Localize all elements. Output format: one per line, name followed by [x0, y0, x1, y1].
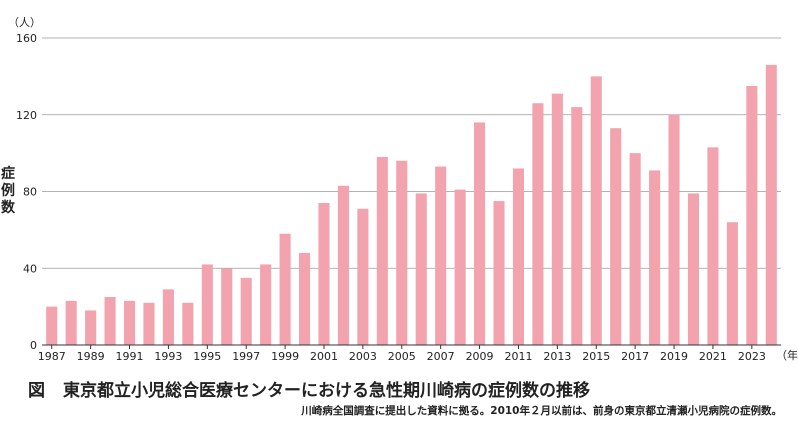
bar-1989 [85, 310, 97, 345]
bar-2004 [376, 156, 388, 345]
y-tick-label: 120 [16, 109, 37, 122]
x-tick-labels: 1987 1989 1991 1993 1995 1997 1999 2001 2003 2005… [38, 345, 766, 363]
bar-2012 [532, 103, 544, 345]
bar-2016 [610, 128, 622, 345]
bar-2020 [687, 193, 700, 345]
y-axis-title: 症例数 [1, 165, 16, 216]
bar-1995 [201, 264, 213, 345]
x-tick-label: 1995 [193, 350, 221, 363]
y-axis-title-char: 数 [1, 199, 16, 216]
y-tick-label: 80 [23, 186, 37, 199]
y-tick-label: 40 [23, 262, 37, 275]
x-tick-label: 2001 [310, 350, 338, 363]
source-note: 川崎病全国調査に提出した資料に拠る。2010年２月以前は、前身の東京都立清瀬小児… [301, 405, 782, 417]
x-tick-label: 1999 [271, 350, 299, 363]
bar-2006 [415, 193, 427, 345]
x-tick-label: 2017 [621, 350, 649, 363]
bar-2003 [357, 208, 369, 345]
x-tick-label: 2021 [699, 350, 727, 363]
x-tick-label: 2011 [504, 350, 532, 363]
bar-2021 [707, 147, 719, 345]
y-tick-label: 0 [30, 339, 37, 352]
x-unit-label: （年） [776, 348, 798, 362]
bar-2002 [337, 185, 349, 345]
bar-2023 [746, 85, 758, 345]
bar-2009 [474, 122, 486, 345]
bar-2007 [435, 166, 447, 345]
bar-2001 [318, 203, 330, 345]
y-axis-title-char: 症 [1, 165, 15, 182]
x-tick-label: 1991 [116, 350, 144, 363]
bar-1993 [162, 289, 174, 345]
bar-2014 [571, 107, 583, 345]
bar-1997 [240, 277, 252, 345]
bar-2008 [454, 189, 466, 345]
bar-2018 [649, 170, 661, 345]
bar-2000 [298, 252, 311, 345]
bar-1994 [182, 302, 194, 345]
bar-1998 [260, 264, 272, 345]
x-tick-label: 2005 [388, 350, 416, 363]
bars [46, 64, 777, 346]
bar-1991 [123, 300, 136, 345]
bar-2013 [551, 93, 563, 345]
figure-caption: 図東京都立小児総合医療センターにおける急性期川崎病の症例数の推移 [28, 376, 590, 401]
x-tick-label: 1993 [154, 350, 182, 363]
x-tick-label: 1997 [232, 350, 260, 363]
bar-1987 [46, 306, 58, 345]
x-tick-label: 2007 [427, 350, 455, 363]
x-tick-label: 1989 [77, 350, 105, 363]
bar-2015 [590, 76, 602, 345]
bar-2011 [512, 168, 525, 345]
figure-label: 図 [28, 381, 45, 401]
y-tick-labels: 0 40 80 120 160 [16, 32, 37, 352]
bar-1992 [143, 302, 155, 345]
x-tick-label: 2003 [349, 350, 377, 363]
bar-2019 [668, 114, 680, 345]
bar-2010 [493, 201, 505, 345]
y-unit-label: （人） [8, 16, 41, 29]
x-tick-label: 2019 [660, 350, 688, 363]
bar-1999 [279, 233, 291, 345]
x-tick-label: 2009 [466, 350, 494, 363]
x-tick-label: 1987 [38, 350, 66, 363]
bar-2024 [765, 64, 777, 346]
y-axis-title-char: 例 [1, 182, 15, 199]
y-tick-label: 160 [16, 32, 37, 45]
x-tick-label: 2023 [738, 350, 766, 363]
x-tick-label: 2015 [582, 350, 610, 363]
bar-2005 [396, 160, 408, 345]
chart-title: 東京都立小児総合医療センターにおける急性期川崎病の症例数の推移 [63, 381, 590, 401]
x-tick-label: 2013 [543, 350, 571, 363]
bar-1990 [104, 297, 116, 345]
case-count-bar-chart: （人） 症例数 0 40 80 120 160 1987 1989 1991 1993 1995… [1, 16, 798, 363]
bar-2022 [726, 222, 738, 345]
bar-1996 [221, 268, 233, 345]
bar-1988 [65, 300, 77, 345]
bar-2017 [629, 153, 641, 345]
